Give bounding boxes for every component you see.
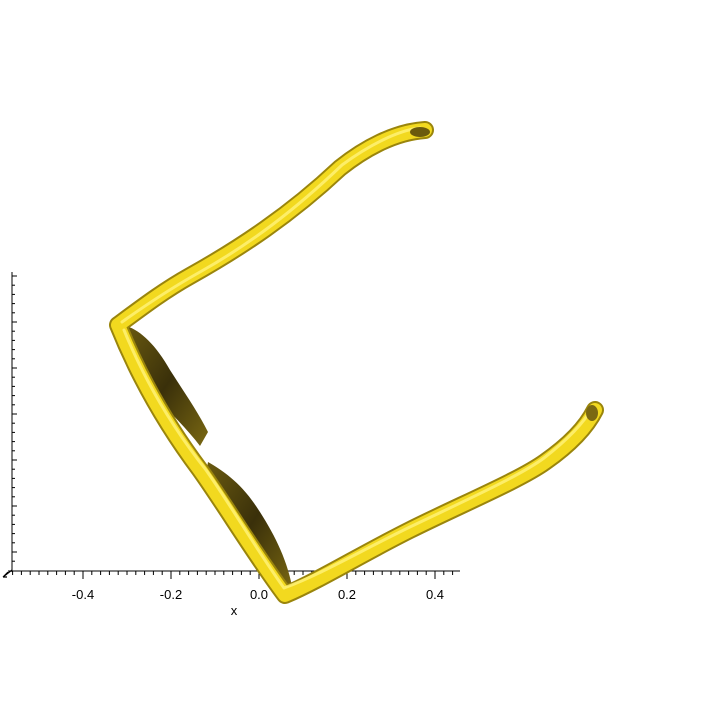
isosurface [109, 121, 604, 604]
surface-tube-outline [109, 121, 604, 604]
x-tick-label: -0.4 [72, 587, 94, 602]
surface-shadow-upper [124, 326, 208, 446]
axes: -0.4 -0.2 0.0 0.2 0.4 x [2, 272, 460, 618]
x-axis-ticks [12, 571, 454, 579]
x-tick-label: 0.2 [338, 587, 356, 602]
axis-origin-arrow-icon [2, 569, 13, 578]
x-tick-label: -0.2 [160, 587, 182, 602]
surface-end-cap-right [586, 405, 598, 421]
x-tick-label: 0.0 [250, 587, 268, 602]
x-axis-title: x [231, 603, 238, 618]
x-axis-tick-labels: -0.4 -0.2 0.0 0.2 0.4 [72, 587, 444, 602]
surface-end-cap-top [410, 127, 430, 137]
surface-tube [111, 123, 602, 602]
surface-highlight [120, 126, 594, 590]
y-axis-ticks [12, 275, 17, 562]
x-tick-label: 0.4 [426, 587, 444, 602]
